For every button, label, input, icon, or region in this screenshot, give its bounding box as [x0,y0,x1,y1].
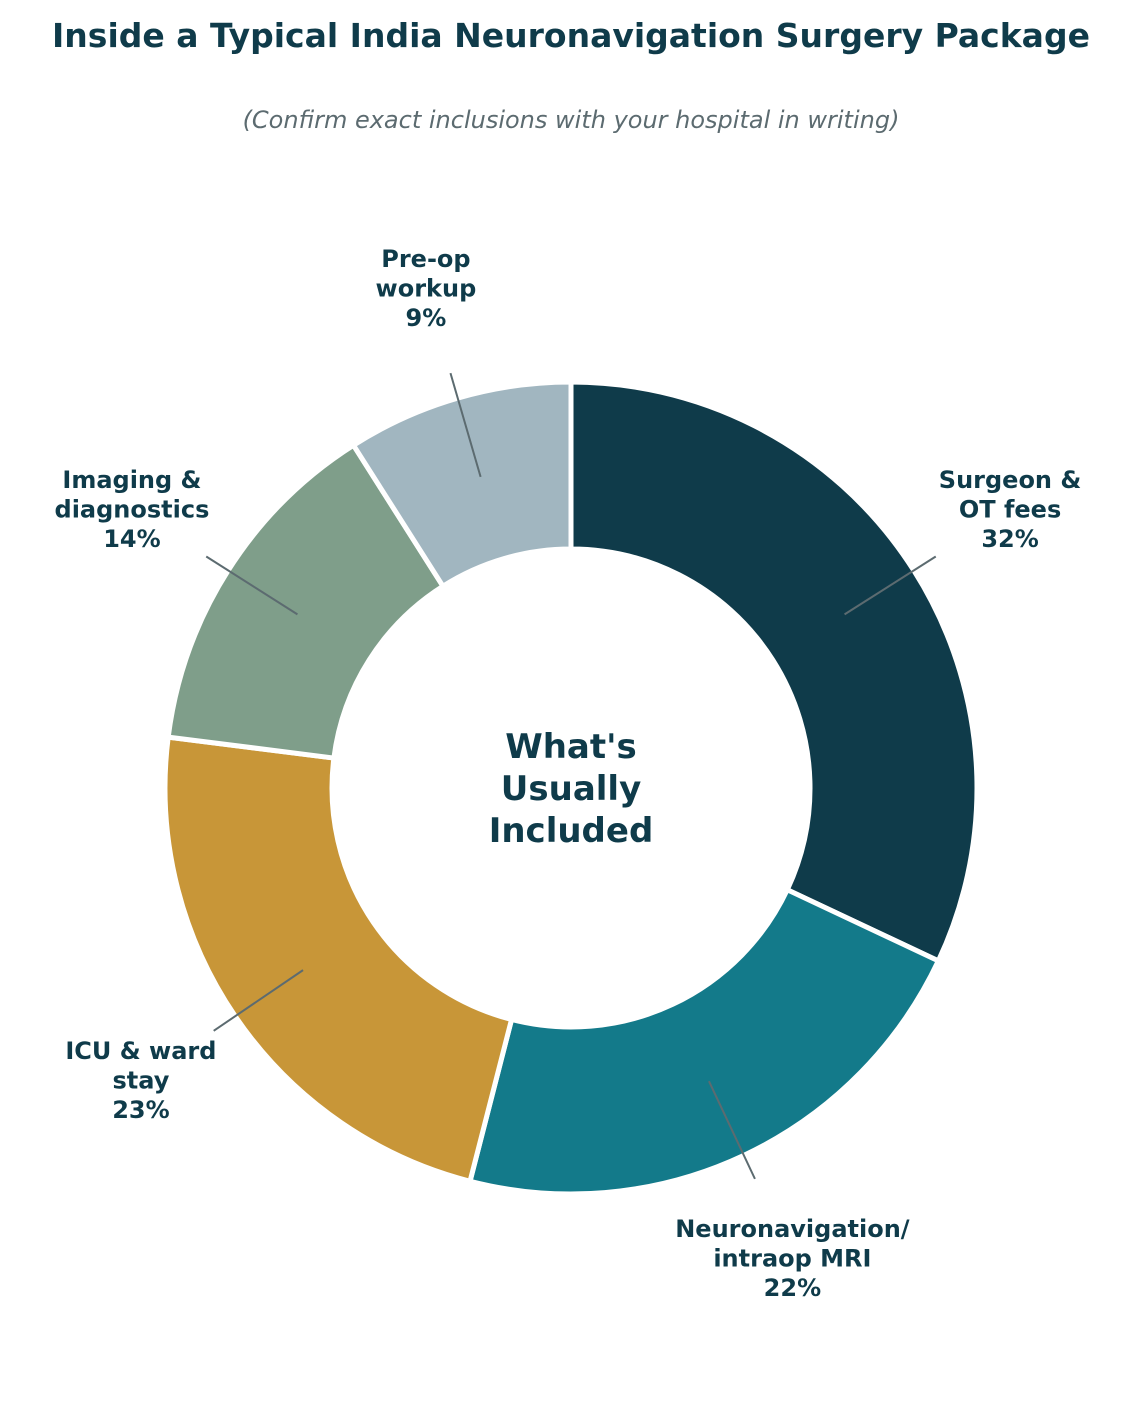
slice-category-label: Surgeon & [939,466,1082,494]
slice-label-neuronavigation-intraop-mri: Neuronavigation/intraop MRI 22% [675,1215,910,1302]
slice-value-label: 22% [764,1274,821,1302]
slice-neuronavigation-intraop-mri [467,887,941,1197]
slice-category-label: OT fees [959,495,1061,523]
center-label-line: Included [489,811,654,851]
leader-line-surgeon-ot-fees [844,555,937,616]
leader-line-icu-ward-stay [213,969,304,1032]
slice-category-label: intraop MRI [713,1245,871,1273]
slice-category-label: Neuronavigation/ [675,1215,910,1243]
center-label: What's Usually Included [489,727,654,851]
slice-imaging-diagnostics [165,442,446,761]
slice-category-label: stay [112,1066,169,1094]
slice-surgeon-ot-fees [568,379,980,964]
slice-category-label: ICU & ward [65,1037,216,1065]
slice-icu-ward-stay [162,734,515,1184]
slice-label-pre-op-workup: Pre-op workup 9% [376,245,477,332]
slice-category-label: Imaging & [62,466,201,494]
leader-line-imaging-diagnostics [205,555,298,616]
slice-value-label: 14% [103,525,160,553]
donut-slices [162,379,980,1197]
slice-value-label: 23% [112,1096,169,1124]
slice-labels: Surgeon & OT fees 32% Neuronavigation/intra… [55,245,1082,1302]
leader-line-neuronavigation-intraop-mri [708,1080,756,1180]
chart-title: Inside a Typical India Neuronavigation S… [52,16,1090,55]
center-label-text: What's Usually Included [489,727,654,851]
slice-category-label: diagnostics [55,495,210,523]
slice-category-label: workup [376,275,477,303]
center-label-line: What's [505,727,637,767]
slice-category-label: Pre-op [381,245,470,273]
slice-label-icu-ward-stay: ICU & ward stay 23% [65,1037,216,1124]
leader-line-pre-op-workup [449,372,482,478]
slice-label-surgeon-ot-fees: Surgeon & OT fees 32% [939,466,1082,553]
slice-label-imaging-diagnostics: Imaging & diagnostics 14% [55,466,210,553]
slice-value-label: 32% [981,525,1038,553]
slice-value-label: 9% [406,304,447,332]
leader-lines [205,372,937,1180]
slice-pre-op-workup [350,379,574,589]
center-label-line: Usually [501,769,641,809]
chart-subtitle: (Confirm exact inclusions with your hosp… [243,106,900,134]
